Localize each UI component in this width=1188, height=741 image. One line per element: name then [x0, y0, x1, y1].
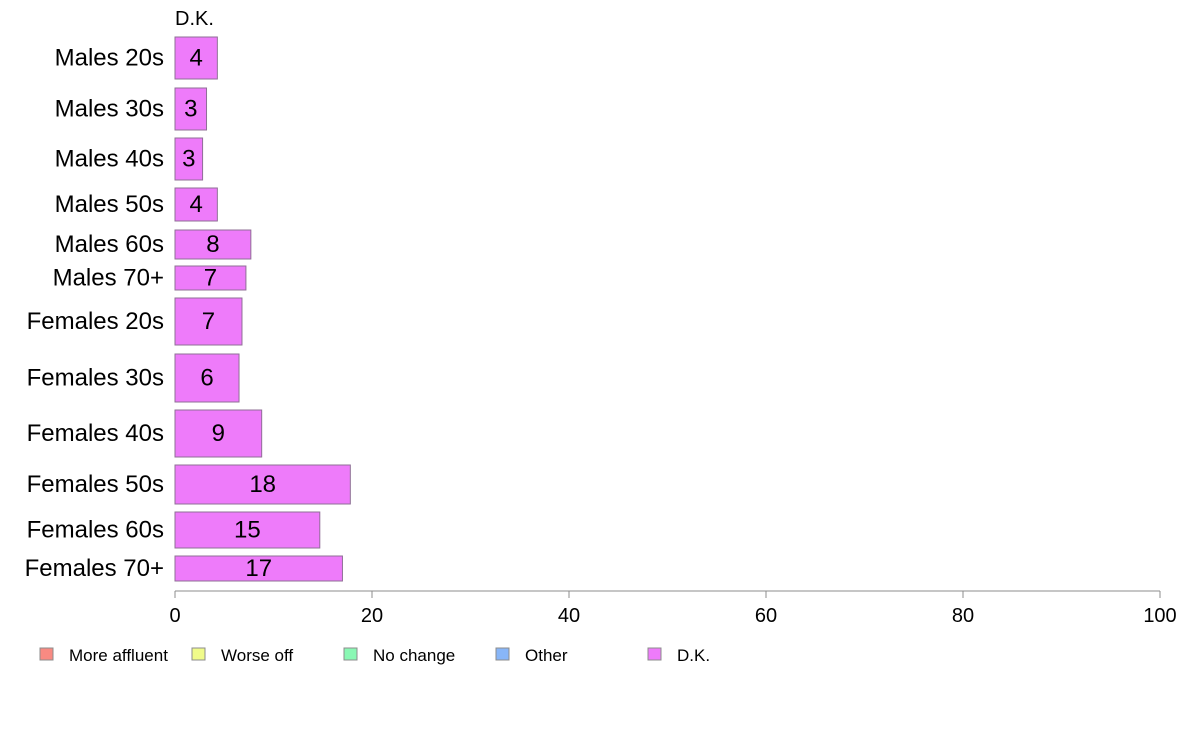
bar	[174, 187, 218, 222]
bar-value-label: 4	[189, 191, 202, 218]
legend-swatch	[39, 647, 54, 661]
category-label: Males 60s	[55, 231, 164, 258]
legend-label: More affluent	[69, 646, 168, 665]
category-label: Females 70+	[25, 555, 164, 582]
bar	[174, 229, 252, 260]
category-label: Females 60s	[27, 517, 164, 544]
bar-value-label: 9	[212, 420, 225, 447]
bar	[174, 137, 204, 181]
category-label: Females 40s	[27, 420, 164, 447]
x-axis: 0 20 40 60 80 100	[169, 590, 1177, 627]
category-label: Males 70+	[53, 265, 164, 292]
bar-value-label: 7	[202, 308, 215, 335]
bar-value-label: 18	[249, 471, 276, 498]
legend: More affluent Worse off No change Other D.K.	[39, 646, 710, 665]
legend-swatch	[343, 647, 358, 661]
category-label: Females 50s	[27, 471, 164, 498]
legend-label: Worse off	[221, 646, 293, 665]
category-label: Males 50s	[55, 191, 164, 218]
legend-label: D.K.	[677, 646, 710, 665]
legend-label: No change	[373, 646, 455, 665]
bar-value-label: 7	[204, 265, 217, 292]
x-tick-label: 100	[1143, 605, 1176, 627]
bar-value-label: 8	[206, 231, 219, 258]
category-label: Males 30s	[55, 96, 164, 123]
column-header-dk: D.K.	[175, 8, 214, 30]
bar-value-label: 4	[189, 45, 202, 72]
category-label: Females 30s	[27, 365, 164, 392]
bar	[174, 297, 243, 346]
bar	[174, 353, 240, 403]
bar-value-label: 3	[184, 96, 197, 123]
category-label: Males 40s	[55, 146, 164, 173]
legend-swatch	[191, 647, 206, 661]
bar-value-label: 17	[245, 555, 272, 582]
bar	[174, 511, 321, 549]
x-tick-label: 80	[952, 605, 974, 627]
bars	[174, 36, 351, 582]
legend-swatch	[647, 647, 662, 661]
x-tick-label: 0	[169, 605, 180, 627]
bar	[174, 36, 218, 80]
x-tick-label: 20	[361, 605, 383, 627]
x-tick-label: 40	[558, 605, 580, 627]
category-label: Males 20s	[55, 45, 164, 72]
category-label: Females 20s	[27, 308, 164, 335]
bar-value-label: 15	[234, 517, 261, 544]
legend-label: Other	[525, 646, 568, 665]
bar	[174, 409, 263, 458]
bar	[174, 265, 247, 291]
bar	[174, 87, 208, 131]
bar-value-label: 6	[200, 365, 213, 392]
legend-swatch	[495, 647, 510, 661]
bar	[174, 464, 351, 505]
category-labels: Males 20s Males 30s Males 40s Males 50s Male…	[25, 45, 164, 583]
bar	[174, 555, 343, 582]
bar-value-label: 3	[182, 146, 195, 173]
x-tick-label: 60	[755, 605, 777, 627]
